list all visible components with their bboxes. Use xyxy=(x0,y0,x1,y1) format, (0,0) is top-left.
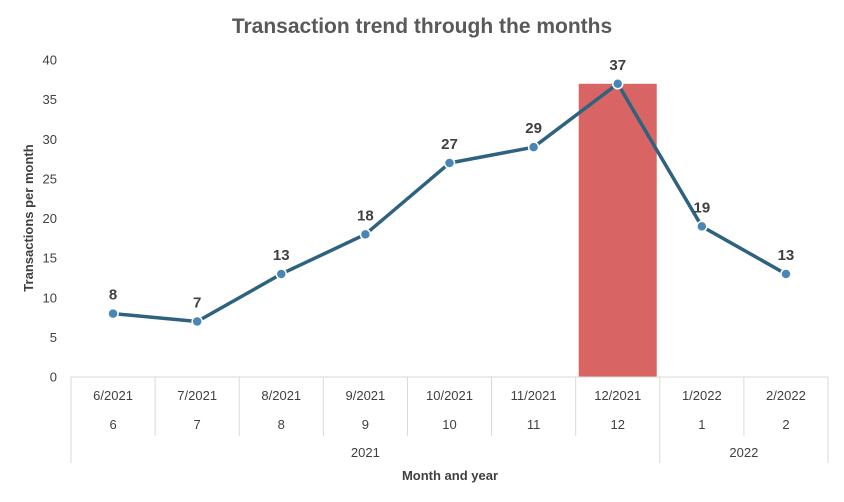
x-category-label: 11/2021 xyxy=(511,388,557,403)
data-label: 8 xyxy=(109,287,117,304)
data-label: 13 xyxy=(273,247,290,264)
data-point xyxy=(780,268,792,280)
x-month-label: 9 xyxy=(362,417,369,432)
x-category-label: 12/2021 xyxy=(594,388,641,403)
y-tick-label: 0 xyxy=(50,370,57,385)
x-category-label: 9/2021 xyxy=(346,388,386,403)
x-category-label: 7/2021 xyxy=(177,388,217,403)
x-month-label: 6 xyxy=(109,417,116,432)
data-labels: 8 7 13 18 27 29 37 19 13 xyxy=(109,57,794,312)
x-category-label: 10/2021 xyxy=(426,388,473,403)
x-month-label: 12 xyxy=(610,417,624,432)
x-axis-table: 6/202167/202178/202189/2021910/20211011/… xyxy=(70,376,829,463)
y-tick-label: 30 xyxy=(43,132,57,147)
y-axis-title: Transactions per month xyxy=(21,144,36,291)
x-axis-title: Month and year xyxy=(402,468,498,483)
y-tick-label: 40 xyxy=(43,53,57,68)
data-label: 18 xyxy=(357,207,374,224)
x-category-label: 1/2022 xyxy=(682,388,722,403)
y-tick-label: 5 xyxy=(50,330,57,345)
x-month-label: 7 xyxy=(194,417,201,432)
chart-title: Transaction trend through the months xyxy=(232,15,612,38)
data-point xyxy=(275,268,288,280)
series-layer xyxy=(107,78,792,328)
data-point xyxy=(359,228,372,241)
highlight-layer xyxy=(578,83,657,378)
data-point xyxy=(107,307,119,320)
data-label: 37 xyxy=(609,57,626,74)
x-category-label: 6/2021 xyxy=(93,388,133,403)
x-month-label: 1 xyxy=(698,417,705,432)
y-tick-label: 15 xyxy=(43,251,57,266)
series-line xyxy=(111,82,788,324)
highlight-bar xyxy=(578,83,657,378)
data-point xyxy=(191,315,203,328)
x-year-label: 2022 xyxy=(729,445,758,460)
x-category-label: 8/2021 xyxy=(261,388,301,403)
data-label: 7 xyxy=(193,295,201,312)
x-year-label: 2021 xyxy=(351,445,380,460)
data-label: 19 xyxy=(693,199,710,216)
x-month-label: 11 xyxy=(527,417,541,432)
y-tick-label: 10 xyxy=(43,290,57,305)
data-point xyxy=(611,78,624,90)
y-tick-label: 25 xyxy=(43,171,57,186)
data-label: 27 xyxy=(441,136,458,153)
x-month-label: 2 xyxy=(782,417,789,432)
data-point xyxy=(443,157,456,169)
data-label: 13 xyxy=(778,247,795,264)
y-tick-label: 20 xyxy=(43,211,57,226)
data-label: 29 xyxy=(525,120,542,137)
data-point xyxy=(527,141,540,153)
data-point xyxy=(696,220,708,233)
y-tick-label: 35 xyxy=(43,92,57,107)
y-axis-ticks: 0 5 10 15 20 25 30 35 40 xyxy=(43,53,57,385)
x-month-label: 10 xyxy=(442,417,456,432)
x-month-label: 8 xyxy=(278,417,285,432)
x-category-label: 2/2022 xyxy=(766,388,806,403)
